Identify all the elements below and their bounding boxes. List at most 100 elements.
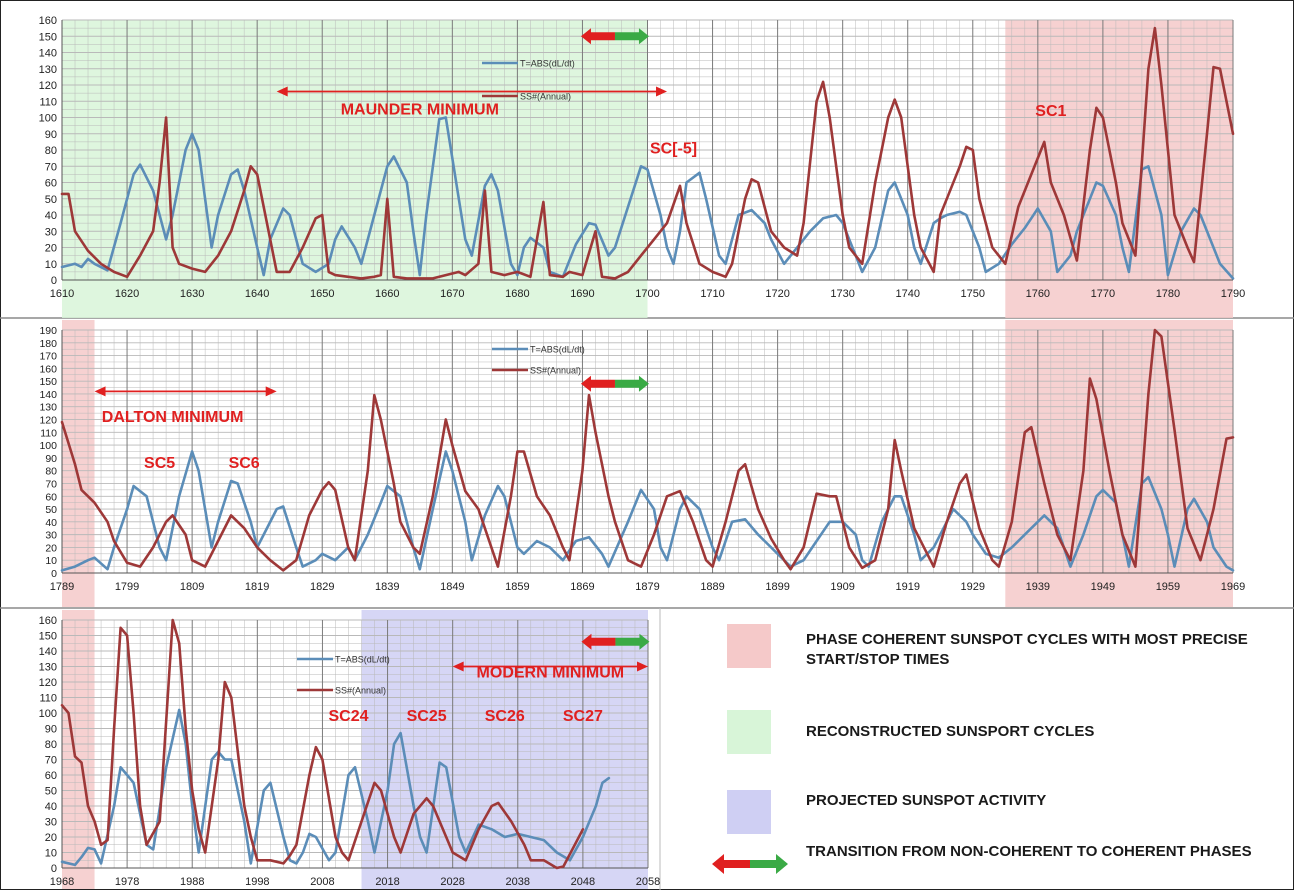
x-tick-label: 1710 — [700, 288, 724, 300]
y-tick-label: 110 — [39, 693, 57, 705]
y-tick-label: 60 — [45, 770, 57, 782]
panel-3: 0 10 20 30 40 50 60 70 80 90 100 110 120 130 140 150 160… — [39, 610, 660, 889]
shaded-region-pink — [62, 610, 95, 889]
legend-label-reconstructed: RECONSTRUCTED SUNSPORT CYCLES — [806, 723, 1095, 740]
x-tick-label: 1660 — [375, 288, 399, 300]
y-tick-label: 0 — [51, 863, 57, 875]
legend-label: T=ABS(dL/dt) — [530, 345, 585, 355]
y-tick-label: 10 — [45, 848, 57, 860]
x-tick-label: 1680 — [505, 288, 529, 300]
range-arrow — [452, 661, 648, 672]
y-tick-label: 0 — [51, 568, 57, 580]
annotation-label: SC6 — [229, 455, 260, 472]
x-tick-label: 2038 — [506, 876, 530, 888]
x-tick-label: 1859 — [505, 581, 529, 593]
x-tick-label: 1750 — [961, 288, 985, 300]
y-tick-label: 130 — [39, 662, 57, 674]
x-tick-label: 1720 — [765, 288, 789, 300]
x-tick-label: 1819 — [245, 581, 269, 593]
x-tick-label: 1849 — [440, 581, 464, 593]
x-tick-label: 1988 — [180, 876, 204, 888]
legend-label-transition: TRANSITION FROM NON-COHERENT TO COHERENT… — [806, 843, 1252, 860]
annotation-label: DALTON MINIMUM — [102, 409, 244, 426]
y-tick-label: 40 — [45, 517, 57, 529]
y-tick-label: 10 — [45, 259, 57, 271]
y-tick-label: 100 — [39, 113, 57, 125]
x-tick-label: 1939 — [1026, 581, 1050, 593]
x-tick-label: 1740 — [895, 288, 919, 300]
legend-label-coherent: PHASE COHERENT SUNSPOT CYCLES WITH MOST … — [806, 631, 1248, 668]
x-tick-label: 1829 — [310, 581, 334, 593]
transition-arrow-icon — [580, 375, 649, 392]
y-tick-label: 90 — [45, 724, 57, 736]
y-tick-label: 170 — [39, 351, 57, 363]
y-tick-label: 140 — [39, 646, 57, 658]
x-tick-label: 1770 — [1091, 288, 1115, 300]
x-tick-label: 1968 — [50, 876, 74, 888]
legend-label: T=ABS(dL/dt) — [520, 59, 575, 69]
y-tick-label: 120 — [39, 677, 57, 689]
x-tick-label: 1690 — [570, 288, 594, 300]
x-tick-label: 1630 — [180, 288, 204, 300]
y-tick-label: 80 — [45, 145, 57, 157]
annotation-label: SC24 — [328, 708, 368, 725]
shaded-region-pink — [1005, 20, 1233, 318]
y-tick-label: 130 — [39, 402, 57, 414]
y-tick-label: 180 — [39, 338, 57, 350]
x-tick-label: 1610 — [50, 288, 74, 300]
x-tick-label: 1799 — [115, 581, 139, 593]
series-line-t-abs — [60, 116, 1235, 280]
legend-label: T=ABS(dL/dt) — [335, 655, 390, 665]
x-tick-label: 1889 — [700, 581, 724, 593]
x-tick-label: 1650 — [310, 288, 334, 300]
annotation-label: SC25 — [407, 708, 447, 725]
x-tick-label: 1998 — [245, 876, 269, 888]
x-tick-label: 1760 — [1026, 288, 1050, 300]
x-tick-label: 2008 — [310, 876, 334, 888]
panel-1: 0 10 20 30 40 50 60 70 80 90 100 110 120 130 140 150 160… — [39, 15, 1245, 318]
y-tick-label: 60 — [45, 491, 57, 503]
y-tick-label: 70 — [45, 161, 57, 173]
series-line-ss-annual — [60, 618, 585, 870]
x-tick-label: 1700 — [635, 288, 659, 300]
y-tick-label: 160 — [39, 615, 57, 627]
x-tick-label: 1879 — [635, 581, 659, 593]
x-tick-label: 1780 — [1156, 288, 1180, 300]
y-tick-label: 100 — [39, 440, 57, 452]
x-tick-label: 1959 — [1156, 581, 1180, 593]
x-tick-label: 1909 — [830, 581, 854, 593]
x-tick-label: 1670 — [440, 288, 464, 300]
panel-2: 0102030405060708090100110120130140150160… — [39, 320, 1245, 607]
x-tick-label: 1839 — [375, 581, 399, 593]
range-arrow — [94, 386, 277, 397]
y-tick-label: 20 — [45, 542, 57, 554]
series-line-ss-annual — [60, 26, 1235, 280]
x-tick-label: 1969 — [1221, 581, 1245, 593]
y-tick-label: 90 — [45, 129, 57, 141]
legend-label: SS#(Annual) — [530, 366, 581, 376]
y-tick-label: 160 — [39, 15, 57, 27]
x-tick-label: 1978 — [115, 876, 139, 888]
x-tick-label: 1809 — [180, 581, 204, 593]
y-tick-label: 140 — [39, 389, 57, 401]
y-tick-label: 30 — [45, 817, 57, 829]
series-line-t-abs — [60, 450, 1235, 572]
y-tick-label: 120 — [39, 80, 57, 92]
y-tick-label: 50 — [45, 194, 57, 206]
y-tick-label: 70 — [45, 755, 57, 767]
annotation-label: SC1 — [1035, 103, 1066, 120]
y-tick-label: 90 — [45, 453, 57, 465]
x-tick-label: 1929 — [961, 581, 985, 593]
shaded-region-pink — [1005, 320, 1233, 607]
y-tick-label: 80 — [45, 466, 57, 478]
grid — [61, 19, 1234, 281]
y-tick-label: 150 — [39, 631, 57, 643]
x-tick-label: 1790 — [1221, 288, 1245, 300]
y-tick-label: 130 — [39, 64, 57, 76]
x-tick-label: 1899 — [765, 581, 789, 593]
x-tick-label: 2058 — [636, 876, 660, 888]
y-tick-label: 0 — [51, 275, 57, 287]
y-tick-label: 30 — [45, 226, 57, 238]
